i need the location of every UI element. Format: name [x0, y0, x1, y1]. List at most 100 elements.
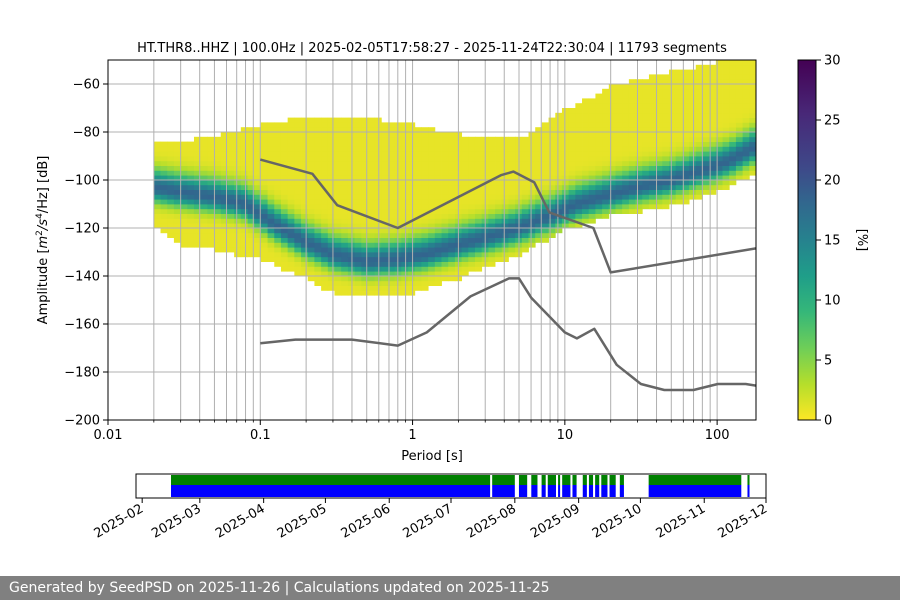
heatmap-cell [528, 218, 536, 224]
heatmap-cell [555, 141, 563, 147]
heatmap-cell [441, 266, 449, 272]
heatmap-cell [662, 127, 670, 133]
heatmap-cell [367, 117, 376, 123]
timeline-upper-segment [619, 475, 624, 485]
heatmap-cell [220, 146, 228, 152]
heatmap-cell [381, 247, 389, 253]
heatmap-cell [461, 170, 469, 176]
heatmap-cell [575, 184, 583, 190]
heatmap-cell [622, 108, 630, 114]
heatmap-cell [669, 194, 677, 200]
heatmap-cell [648, 74, 657, 80]
heatmap-cell [307, 256, 315, 262]
heatmap-cell [234, 160, 242, 166]
heatmap-cell [615, 199, 623, 205]
heatmap-cell [582, 141, 590, 147]
heatmap-cell [301, 204, 309, 210]
heatmap-cell [321, 232, 329, 238]
heatmap-cell [260, 146, 268, 152]
heatmap-cell [595, 98, 603, 104]
heatmap-cell [374, 242, 382, 248]
timeline-lower-segment [562, 485, 571, 497]
heatmap-cell [388, 132, 396, 138]
heatmap-cell [642, 79, 650, 85]
heatmap-cell [341, 199, 349, 205]
heatmap-cell [735, 175, 744, 181]
heatmap-cell [294, 117, 302, 123]
heatmap-cell [374, 175, 382, 181]
heatmap-cell [220, 136, 228, 142]
heatmap-cell [254, 146, 262, 152]
heatmap-cell [535, 141, 543, 147]
heatmap-cell [187, 146, 195, 152]
heatmap-cell [441, 218, 449, 224]
heatmap-cell [648, 84, 657, 90]
heatmap-cell [227, 175, 235, 181]
heatmap-cell [334, 175, 342, 181]
heatmap-cell [180, 175, 188, 181]
heatmap-cell [742, 103, 750, 109]
heatmap-cell [401, 127, 409, 133]
heatmap-cell [234, 132, 242, 138]
heatmap-cell [648, 79, 657, 85]
heatmap-cell [220, 160, 228, 166]
x-axis-label: Period [s] [401, 449, 463, 464]
heatmap-cell [307, 184, 315, 190]
heatmap-cell [381, 194, 389, 200]
heatmap-cell [307, 271, 315, 277]
heatmap-cell [722, 69, 730, 75]
heatmap-cell [615, 112, 623, 118]
heatmap-cell [193, 223, 202, 229]
heatmap-cell [722, 165, 730, 171]
heatmap-cell [361, 160, 369, 166]
heatmap-cell [548, 184, 556, 190]
heatmap-cell [428, 165, 436, 171]
heatmap-cell [334, 184, 342, 190]
heatmap-cell [521, 199, 529, 205]
heatmap-cell [361, 276, 369, 282]
heatmap-cell [381, 189, 389, 195]
heatmap-cell [401, 170, 409, 176]
heatmap-cell [595, 93, 603, 99]
heatmap-cell [729, 122, 737, 128]
heatmap-cell [635, 132, 643, 138]
heatmap-cell [642, 108, 650, 114]
heatmap-cell [207, 204, 215, 210]
heatmap-cell [260, 204, 268, 210]
heatmap-cell [173, 189, 181, 195]
heatmap-cell [749, 88, 756, 94]
heatmap-cell [729, 127, 737, 133]
heatmap-cell [715, 103, 723, 109]
heatmap-cell [381, 213, 389, 219]
heatmap-cell [301, 136, 309, 142]
heatmap-cell [495, 213, 503, 219]
heatmap-cell [615, 136, 623, 142]
heatmap-cell [749, 151, 756, 157]
heatmap-cell [588, 103, 596, 109]
timeline-lower-segment [595, 485, 600, 497]
heatmap-cell [341, 132, 349, 138]
heatmap-cell [361, 170, 369, 176]
heatmap-cell [615, 156, 623, 162]
heatmap-cell [428, 256, 436, 262]
heatmap-cell [575, 117, 583, 123]
heatmap-cell [622, 122, 630, 128]
heatmap-cell [521, 208, 529, 214]
heatmap-cell [655, 156, 663, 162]
heatmap-cell [301, 199, 309, 205]
heatmap-cell [287, 127, 295, 133]
heatmap-cell [167, 160, 175, 166]
heatmap-cell [307, 122, 315, 128]
heatmap-cell [669, 117, 677, 123]
heatmap-cell [675, 141, 683, 147]
heatmap-cell [207, 208, 215, 214]
heatmap-cell [187, 228, 195, 234]
heatmap-cell [401, 175, 409, 181]
heatmap-cell [434, 223, 442, 229]
heatmap-cell [682, 146, 690, 152]
heatmap-cell [408, 136, 416, 142]
heatmap-cell [167, 189, 175, 195]
y-tick-label: −140 [64, 270, 100, 285]
heatmap-cell [207, 165, 215, 171]
heatmap-cell [715, 112, 723, 118]
